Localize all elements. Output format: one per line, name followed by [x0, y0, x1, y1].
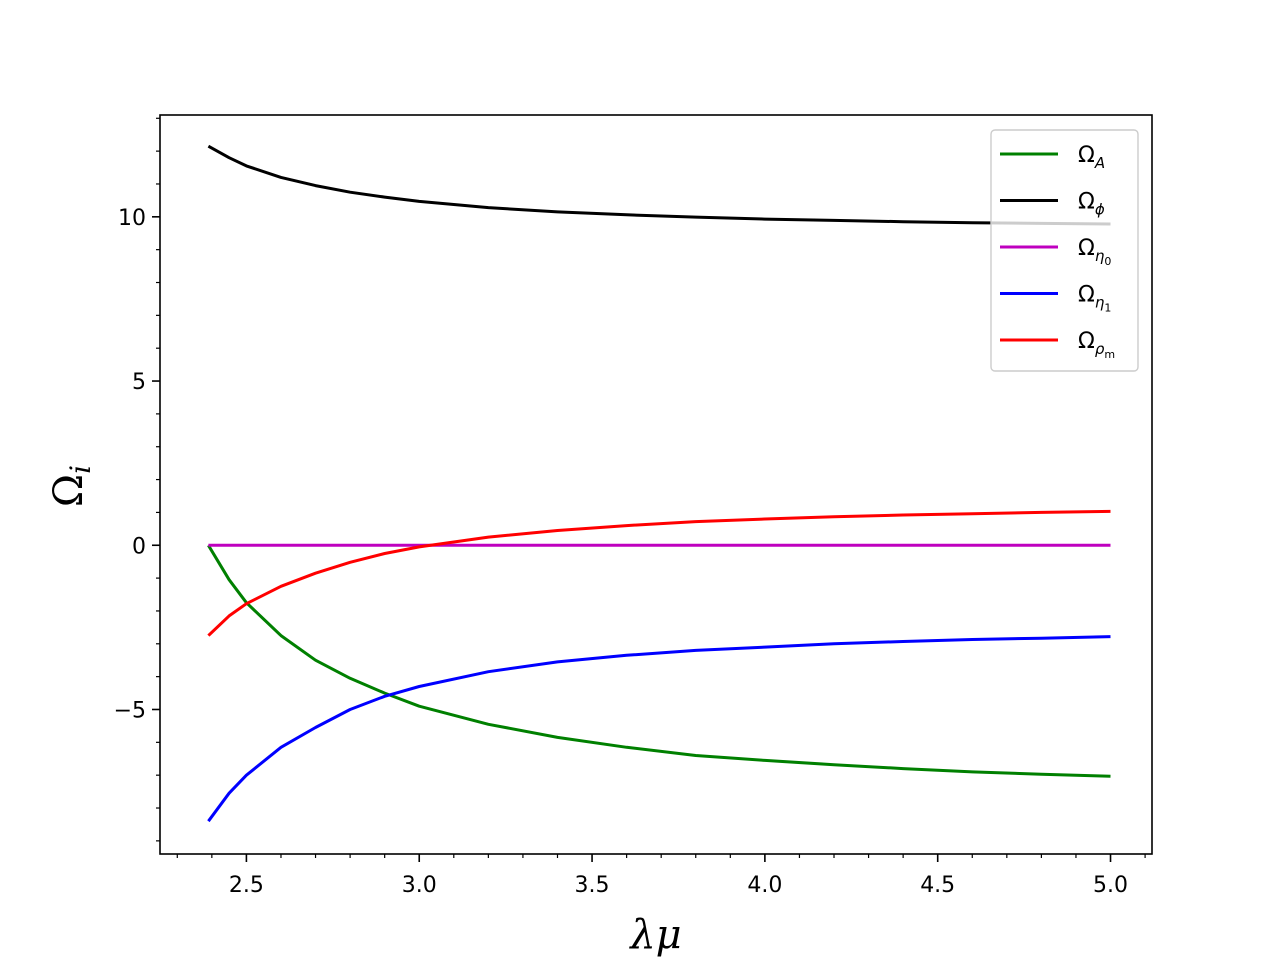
x-tick-label: 2.5	[229, 873, 264, 898]
x-tick-label: 3.0	[402, 873, 437, 898]
legend-label: Ωη0	[1078, 236, 1111, 268]
y-axis-title-sub: i	[64, 465, 97, 474]
legend: ΩA Ωϕ Ωη0 Ωη1 Ωρm	[990, 129, 1139, 372]
x-axis-title: λμ	[628, 912, 681, 958]
legend-box	[990, 129, 1139, 372]
y-tick-label: −5	[114, 698, 146, 723]
legend-label: Ωη1	[1078, 283, 1111, 315]
series-line-1	[207, 635, 1111, 823]
y-tick-label: 0	[132, 534, 146, 559]
legend-label: Ωϕ	[1078, 190, 1105, 219]
y-tick-label: 5	[132, 370, 146, 395]
plot-frame	[159, 114, 1153, 855]
series-line-A	[207, 544, 1111, 778]
legend-label: ΩA	[1078, 143, 1105, 172]
y-axis-title: Ωi	[46, 465, 97, 507]
x-tick-label: 4.0	[747, 873, 782, 898]
x-tick-label: 4.5	[920, 873, 955, 898]
x-tick-label: 3.5	[575, 873, 610, 898]
x-tick-label: 5.0	[1093, 873, 1128, 898]
series-line-m	[207, 509, 1111, 637]
svg-text:Ωi: Ωi	[46, 465, 97, 507]
legend-label: Ωρm	[1078, 329, 1115, 361]
y-tick-label: 10	[118, 206, 146, 231]
series-line-	[207, 144, 1111, 226]
y-axis-title-base: Ω	[46, 474, 92, 507]
